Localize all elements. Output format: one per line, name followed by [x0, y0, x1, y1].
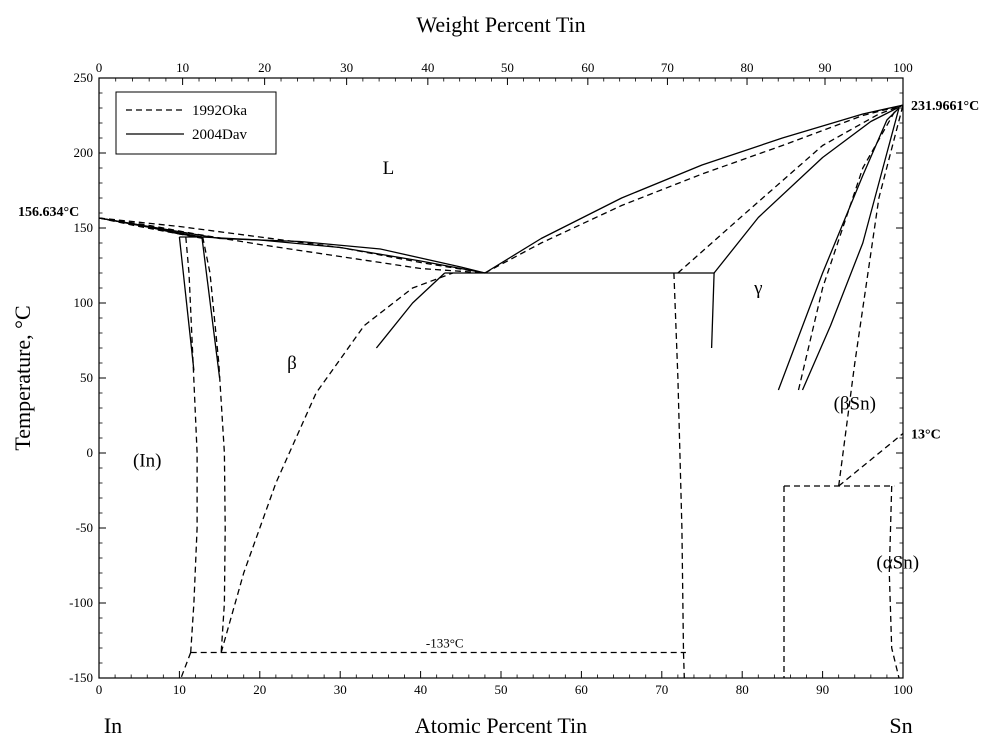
- curve-2004dav: [98, 217, 486, 274]
- curve-2004dav: [777, 107, 900, 391]
- y-tick-label: 50: [80, 370, 93, 385]
- x-top-tick-label: 100: [893, 60, 913, 75]
- curve-1992oka: [673, 272, 685, 679]
- x-top-tick-label: 50: [501, 60, 514, 75]
- curve-1992oka: [838, 432, 904, 487]
- curve-1992oka: [180, 652, 192, 679]
- region-label: (βSn): [834, 394, 876, 415]
- y-tick-label: 250: [74, 70, 94, 85]
- curve-1992oka: [98, 217, 486, 274]
- x-top-tick-label: 30: [340, 60, 353, 75]
- x-bottom-tick-label: 10: [173, 682, 186, 697]
- chart-labels: 0 10 20 30 40 50 60 70 80 90 100 0 10 20 30 40 50 60 70 80 9…: [10, 12, 979, 738]
- x-bottom-tick-label: 100: [893, 682, 913, 697]
- x-top-tick-label: 10: [176, 60, 189, 75]
- x-bottom-tick-label: 60: [575, 682, 588, 697]
- x-bottom-tick-label: 90: [816, 682, 829, 697]
- region-label: β: [287, 353, 297, 374]
- x-bottom-tick-label: 30: [334, 682, 347, 697]
- y-tick-label: 100: [74, 295, 94, 310]
- region-label: (αSn): [876, 553, 919, 574]
- region-label: (In): [133, 451, 161, 472]
- x-top-tick-label: 90: [819, 60, 832, 75]
- curve-1992oka: [98, 217, 485, 274]
- y-tick-label: 0: [87, 445, 94, 460]
- annotation-label: 156.634°C: [18, 205, 79, 220]
- region-label: γ: [753, 278, 762, 299]
- curve-2004dav: [178, 236, 195, 371]
- legend: 1992Oka 2004Dav: [115, 91, 277, 155]
- legend-entry-label: 1992Oka: [192, 103, 247, 119]
- element-label-left: In: [104, 713, 122, 738]
- x-bottom-tick-label: 80: [736, 682, 749, 697]
- x-top-tick-label: 70: [661, 60, 674, 75]
- x-top-tick-label: 80: [741, 60, 754, 75]
- y-tick-label: -150: [69, 670, 93, 685]
- axis-ticks: [98, 77, 904, 679]
- curve-1992oka: [185, 236, 198, 653]
- annotation-label: 231.9661°C: [911, 99, 979, 114]
- curve-2004dav: [201, 236, 221, 379]
- curve-2004dav: [375, 272, 446, 349]
- legend-box: [115, 91, 277, 155]
- curve-1992oka: [220, 272, 454, 653]
- x-top-tick-label: 0: [96, 60, 103, 75]
- phase-boundary-curves: [98, 104, 904, 679]
- x-top-tick-label: 60: [581, 60, 594, 75]
- region-label: L: [383, 158, 395, 179]
- curve-2004dav: [484, 104, 904, 274]
- curve-2004dav: [710, 272, 715, 349]
- x-top-tick-label: 20: [258, 60, 271, 75]
- x-bottom-tick-label: 50: [495, 682, 508, 697]
- legend-entry-label: 2004Dav: [192, 127, 247, 143]
- x-bottom-tick-label: 40: [414, 682, 427, 697]
- x-bottom-axis-title: Atomic Percent Tin: [415, 713, 587, 738]
- curve-2004dav: [98, 217, 486, 274]
- y-tick-label: -100: [69, 595, 93, 610]
- curve-1992oka: [677, 104, 904, 274]
- y-tick-label: -50: [76, 520, 93, 535]
- annotation-label: 13°C: [911, 428, 941, 443]
- y-axis-title: Temperature, °C: [10, 305, 35, 450]
- curve-1992oka: [888, 485, 900, 679]
- y-tick-label: 150: [74, 220, 94, 235]
- y-tick-label: 200: [74, 145, 94, 160]
- x-top-axis-title: Weight Percent Tin: [416, 12, 585, 37]
- curve-1992oka: [838, 104, 904, 487]
- element-label-right: Sn: [889, 713, 912, 738]
- curve-1992oka: [484, 104, 904, 274]
- x-bottom-tick-label: 0: [96, 682, 103, 697]
- curve-2004dav: [713, 104, 904, 274]
- x-top-tick-label: 40: [421, 60, 434, 75]
- x-bottom-tick-label: 20: [253, 682, 266, 697]
- annotation-label: -133°C: [426, 636, 464, 651]
- curve-2004dav: [801, 107, 900, 391]
- curve-1992oka: [797, 110, 896, 391]
- curve-1992oka: [202, 236, 226, 653]
- x-bottom-tick-label: 70: [655, 682, 668, 697]
